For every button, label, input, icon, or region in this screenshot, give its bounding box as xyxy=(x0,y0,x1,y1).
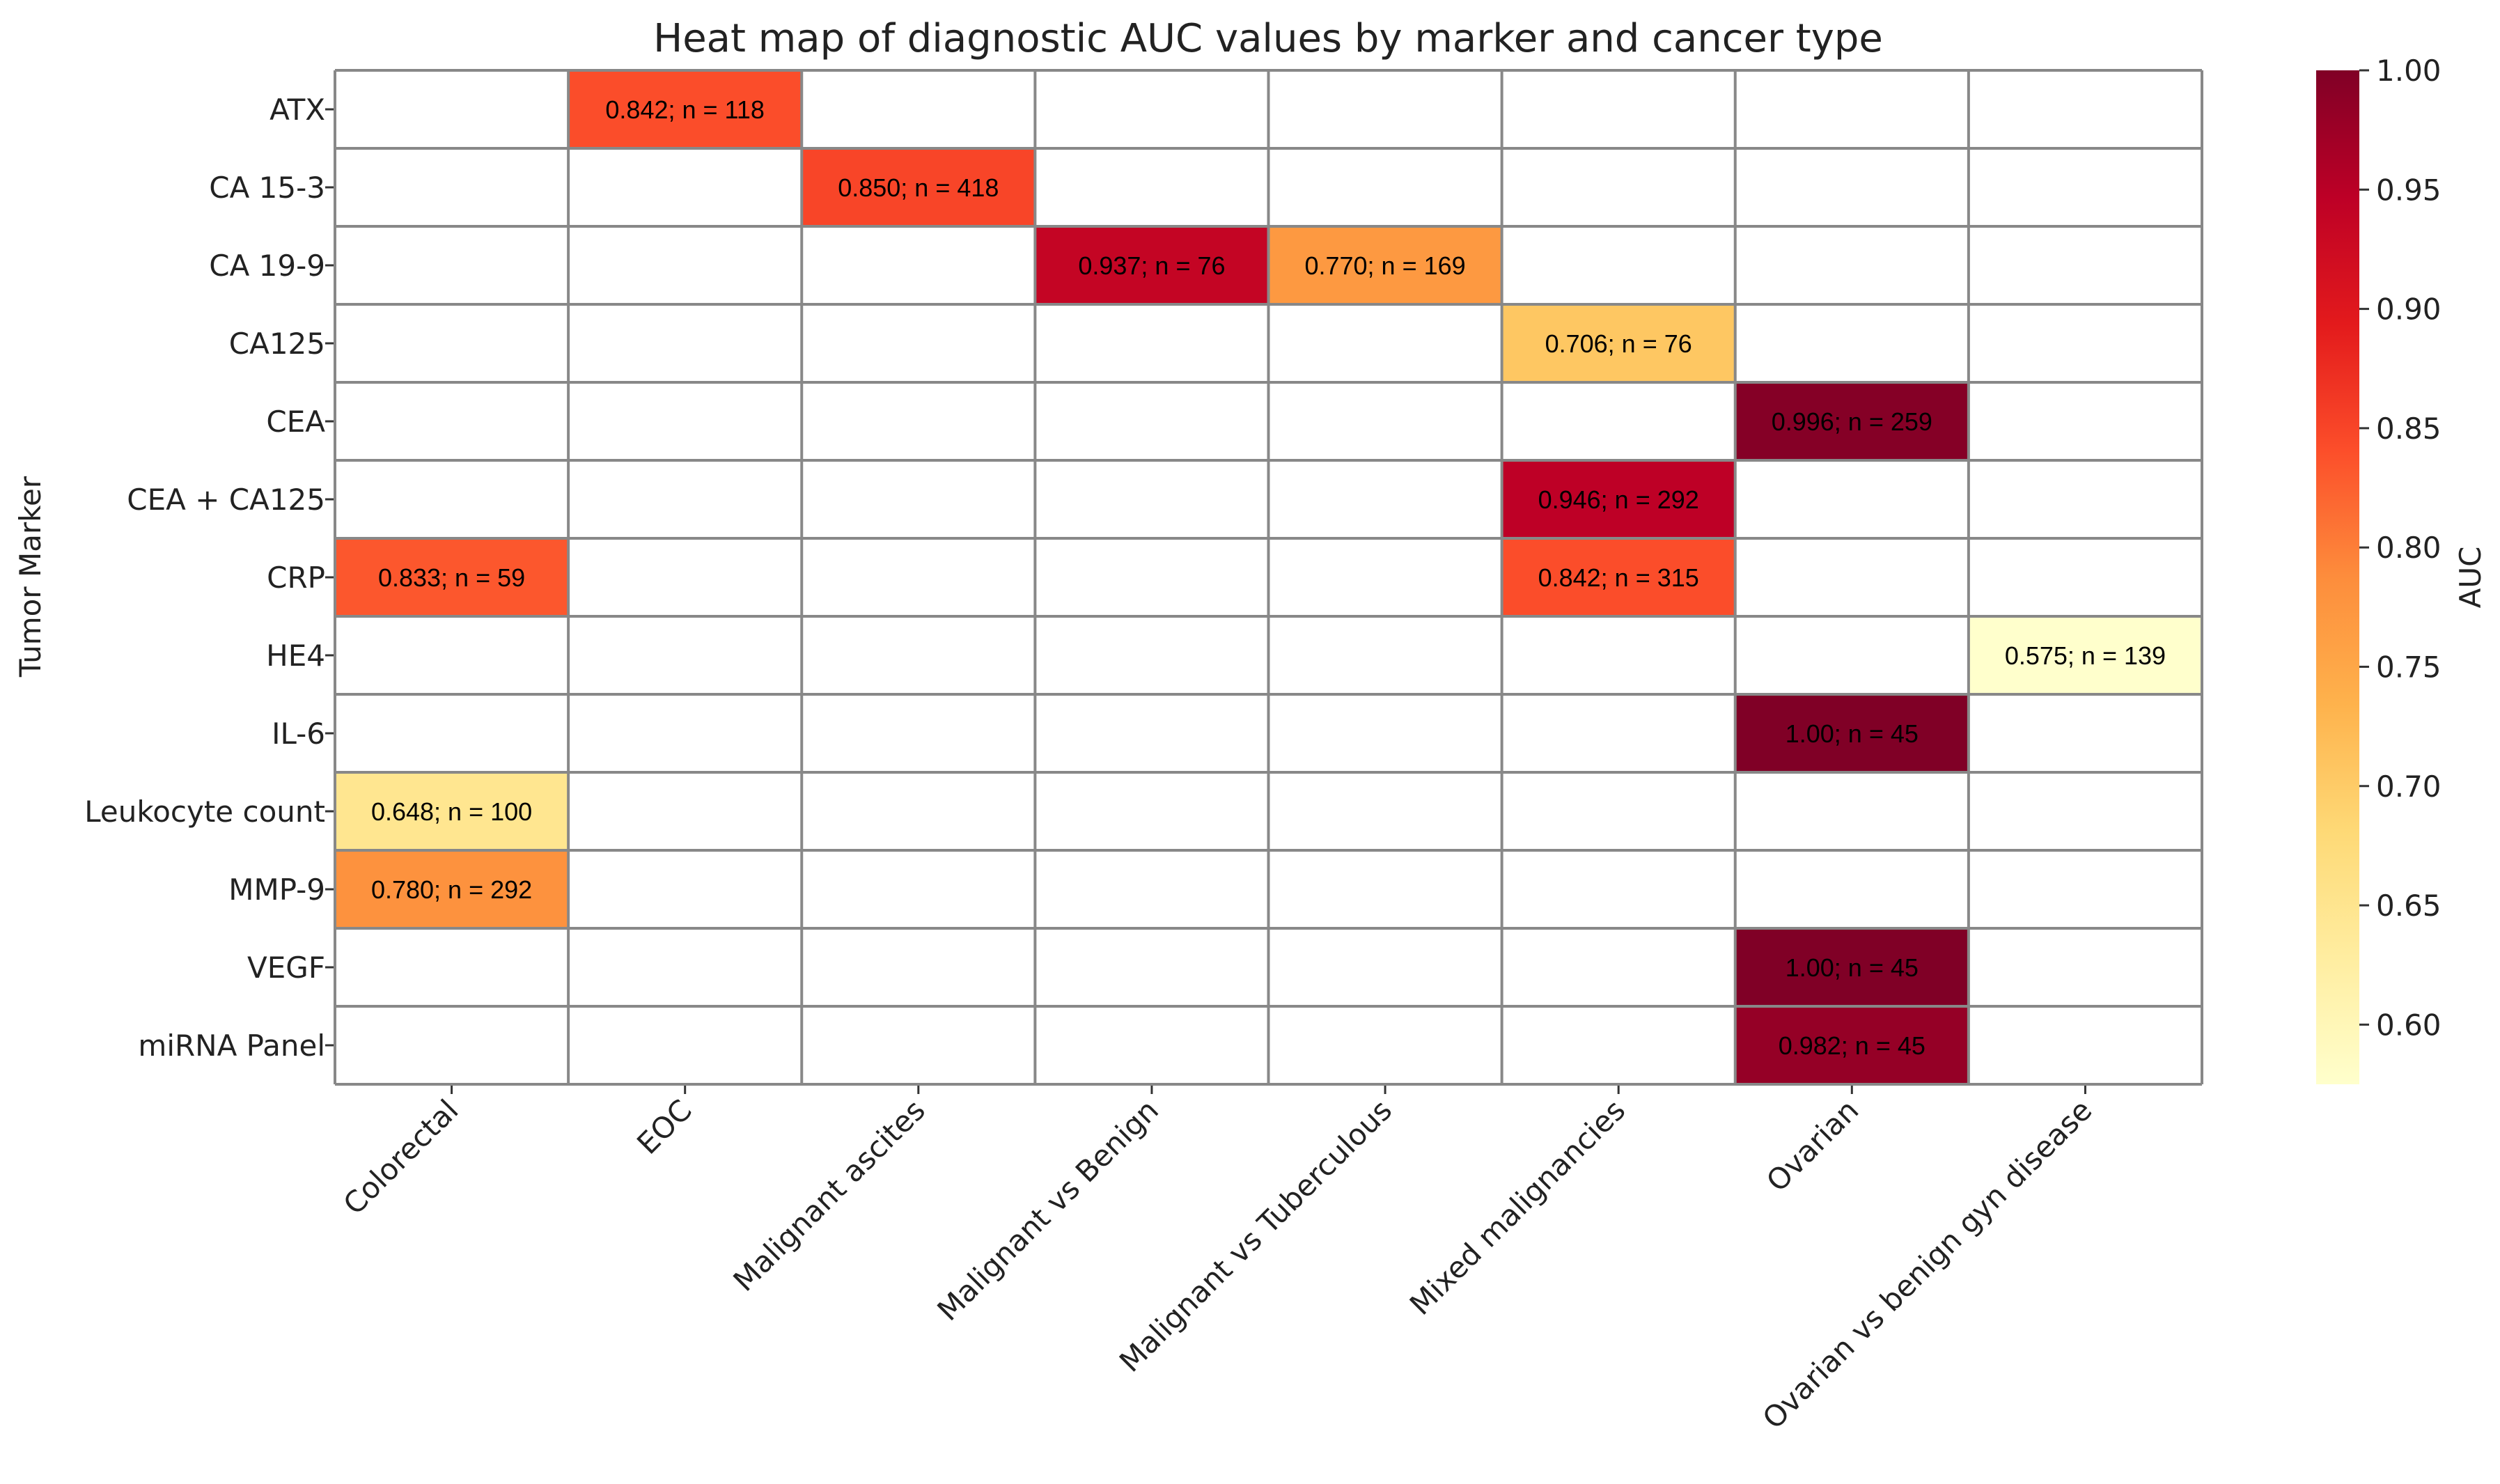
row-label-crp: CRP xyxy=(267,561,325,595)
row-label-vegf: VEGF xyxy=(247,951,325,985)
cell-mmp-9-colorectal xyxy=(335,850,569,928)
column-labels: Colorectal EOC Malignant ascitesMalignant … xyxy=(336,1084,2099,1435)
chart-title: Heat map of diagnostic AUC values by mar… xyxy=(653,16,1883,61)
colorbar-tick-label: 0.95 xyxy=(2376,173,2442,207)
column-label-mixed-malignancies: Mixed malignancies xyxy=(1403,1093,1632,1321)
cell-cea-ca125-mixed-malignancies-label: 0.946; n = 292 xyxy=(1538,485,1699,514)
cell-leukocyte-count-colorectal xyxy=(335,772,569,850)
heatmap-cells: 0.842; n = 118 0.850; n = 418 0.937; n = 7… xyxy=(335,70,2202,1084)
row-label-ca125: CA125 xyxy=(229,327,325,361)
row-label-leukocyte-count: Leukocyte count xyxy=(84,795,325,829)
cell-ca-19-9-malignant-vs-benign-label: 0.937; n = 76 xyxy=(1078,251,1225,280)
y-axis-label: Tumor Marker xyxy=(13,476,47,678)
cell-crp-colorectal-label: 0.833; n = 59 xyxy=(378,563,525,592)
column-label-malignant-vs-benign: Malignant vs Benign xyxy=(930,1093,1165,1327)
cell-mirna-panel-ovarian-label: 0.982; n = 45 xyxy=(1779,1031,1925,1060)
colorbar-gradient xyxy=(2316,70,2359,1084)
row-label-ca-19-9: CA 19-9 xyxy=(209,249,325,283)
cell-cea-ca125-mixed-malignancies xyxy=(1501,460,1735,538)
cell-ca125-mixed-malignancies xyxy=(1501,304,1735,382)
cell-vegf-ovarian xyxy=(1735,928,1969,1006)
colorbar-tick-label: 0.90 xyxy=(2376,292,2442,327)
cell-cea-ovarian xyxy=(1735,382,1969,460)
cell-crp-mixed-malignancies xyxy=(1501,538,1735,616)
cell-atx-eoc-label: 0.842; n = 118 xyxy=(605,95,765,124)
row-label-mirna-panel: miRNA Panel xyxy=(138,1029,325,1063)
row-label-mmp-9: MMP-9 xyxy=(228,873,325,907)
row-labels: ATX CA 15-3 CA 19-9 CA125 CEA CEA + CA125 CRP H… xyxy=(84,93,335,1063)
cell-mirna-panel-ovarian xyxy=(1735,1006,1969,1084)
cell-ca125-mixed-malignancies-label: 0.706; n = 76 xyxy=(1545,329,1692,358)
cell-mmp-9-colorectal-label: 0.780; n = 292 xyxy=(371,875,532,904)
colorbar-tick-label: 1.00 xyxy=(2376,54,2442,88)
row-label-he4: HE4 xyxy=(266,639,325,673)
cell-vegf-ovarian-label: 1.00; n = 45 xyxy=(1786,953,1919,982)
row-label-ca-15-3: CA 15-3 xyxy=(209,171,325,205)
cell-atx-eoc xyxy=(568,70,802,148)
cell-leukocyte-count-colorectal-label: 0.648; n = 100 xyxy=(371,797,532,826)
row-label-cea: CEA xyxy=(266,405,325,439)
row-label-il-6: IL-6 xyxy=(272,717,325,751)
cell-il-6-ovarian-label: 1.00; n = 45 xyxy=(1786,719,1919,748)
row-label-atx: ATX xyxy=(269,93,325,127)
cell-cea-ovarian-label: 0.996; n = 259 xyxy=(1772,407,1932,436)
cell-ca-19-9-malignant-vs-tuberculous-label: 0.770; n = 169 xyxy=(1304,251,1465,280)
cell-he4-ovarian-vs-benign-gyn-disease-label: 0.575; n = 139 xyxy=(2005,641,2166,670)
column-label-malignant-ascites: Malignant ascites xyxy=(726,1093,931,1297)
colorbar-tick-label: 0.70 xyxy=(2376,770,2442,804)
heatmap-grid xyxy=(334,69,2203,1086)
colorbar-tick-label: 0.75 xyxy=(2376,650,2442,684)
cell-ca-15-3-malignant-ascites-label: 0.850; n = 418 xyxy=(838,173,999,202)
column-label-eoc: EOC xyxy=(630,1093,698,1161)
cell-ca-19-9-malignant-vs-benign xyxy=(1035,226,1269,304)
column-label-colorectal: Colorectal xyxy=(336,1093,464,1221)
cell-crp-mixed-malignancies-label: 0.842; n = 315 xyxy=(1538,563,1699,592)
cell-ca-15-3-malignant-ascites xyxy=(802,148,1036,226)
cell-crp-colorectal xyxy=(335,538,569,616)
colorbar-tick-label: 0.60 xyxy=(2376,1008,2442,1042)
cell-ca-19-9-malignant-vs-tuberculous xyxy=(1268,226,1502,304)
row-label-cea-ca125: CEA + CA125 xyxy=(127,483,325,517)
colorbar-tick-label: 0.85 xyxy=(2376,412,2442,446)
cell-he4-ovarian-vs-benign-gyn-disease xyxy=(1968,616,2202,694)
colorbar-label: AUC xyxy=(2453,547,2487,609)
colorbar-tick-label: 0.80 xyxy=(2376,531,2442,565)
colorbar-tick-label: 0.65 xyxy=(2376,889,2442,923)
column-label-malignant-vs-tuberculous: Malignant vs Tuberculous xyxy=(1113,1093,1398,1378)
cell-il-6-ovarian xyxy=(1735,694,1969,772)
colorbar: 0.60 0.65 0.70 0.75 0.80 0.85 0.90 0.95 1.00 xyxy=(2316,54,2442,1084)
column-label-ovarian: Ovarian xyxy=(1760,1093,1865,1198)
